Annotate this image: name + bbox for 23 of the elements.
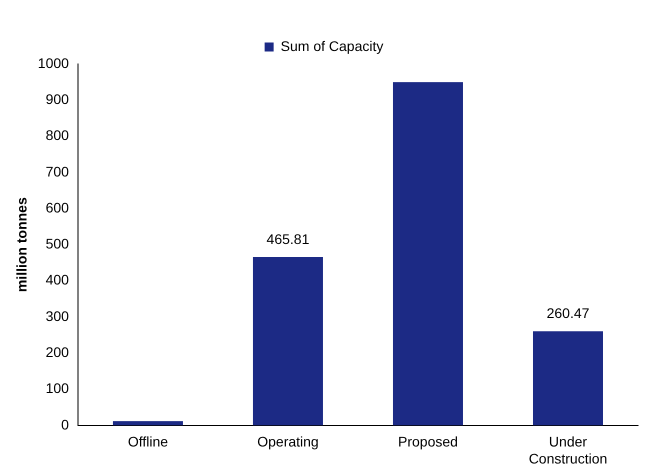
y-tick-label: 300 [46,308,70,324]
data-label: 260.47 [546,305,590,322]
y-tick-label: 600 [46,199,70,216]
data-label: 465.81 [266,230,310,247]
x-tick-label: Offline [128,434,168,450]
bar [112,421,183,426]
legend-label: Sum of Capacity [280,38,384,54]
y-axis-title: million tonnes [13,197,30,292]
y-tick-label: 700 [46,163,70,180]
x-tick-label: Under Construction [528,434,608,466]
y-tick-label: 0 [61,416,70,432]
y-tick-label: 900 [46,91,70,107]
y-tick-label: 1000 [38,54,70,71]
bar [392,82,463,426]
y-tick-label: 200 [46,344,70,360]
y-tick-label: 100 [46,380,70,396]
bar [532,331,603,426]
bar [252,257,323,426]
x-tick-label: Operating [257,434,319,450]
x-tick-label: Proposed [398,434,458,450]
y-tick-label: 500 [46,236,70,252]
y-tick-label: 400 [46,272,70,288]
y-tick-label: 800 [46,127,70,144]
